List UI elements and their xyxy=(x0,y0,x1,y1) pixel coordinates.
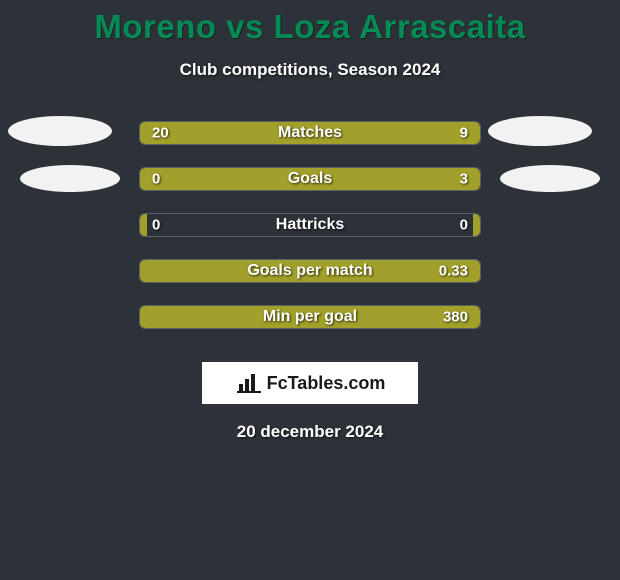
stat-value-right: 380 xyxy=(443,309,468,326)
page-title: Moreno vs Loza Arrascaita xyxy=(0,8,620,46)
stat-bar-left xyxy=(140,306,266,328)
stat-label: Hattricks xyxy=(276,216,344,234)
player-avatar-right xyxy=(488,116,592,146)
stat-bar-track: 0 0 Hattricks xyxy=(139,213,481,237)
page-subtitle: Club competitions, Season 2024 xyxy=(0,60,620,80)
stat-bar-left xyxy=(140,260,239,282)
stat-label: Goals xyxy=(288,170,332,188)
bar-chart-icon xyxy=(235,372,261,394)
stat-value-right: 0 xyxy=(460,217,468,234)
stat-bar-track: 380 Min per goal xyxy=(139,305,481,329)
stat-rows: 20 9 Matches 0 3 Goals 0 0 Hattricks 0.33 Goals pe… xyxy=(0,110,620,340)
stat-row: 0 0 Hattricks xyxy=(0,202,620,248)
stat-row: 380 Min per goal xyxy=(0,294,620,340)
stat-label: Matches xyxy=(278,124,342,142)
stat-value-left: 20 xyxy=(152,125,169,142)
stat-row: 20 9 Matches xyxy=(0,110,620,156)
player-avatar-left xyxy=(20,165,120,192)
stat-value-right: 9 xyxy=(460,125,468,142)
stat-value-right: 3 xyxy=(460,171,468,188)
player-avatar-right xyxy=(500,165,600,192)
stat-bar-left xyxy=(140,214,147,236)
stat-value-left: 0 xyxy=(152,217,160,234)
stat-bar-right xyxy=(473,214,480,236)
stat-row: 0 3 Goals xyxy=(0,156,620,202)
comparison-container: Moreno vs Loza Arrascaita Club competiti… xyxy=(0,0,620,442)
stat-label: Min per goal xyxy=(263,308,357,326)
stat-bar-track: 0.33 Goals per match xyxy=(139,259,481,283)
stat-row: 0.33 Goals per match xyxy=(0,248,620,294)
stat-label: Goals per match xyxy=(247,262,372,280)
player-avatar-left xyxy=(8,116,112,146)
stat-bar-track: 20 9 Matches xyxy=(139,121,481,145)
stat-bar-track: 0 3 Goals xyxy=(139,167,481,191)
stat-value-left: 0 xyxy=(152,171,160,188)
stat-bar-left xyxy=(140,168,201,190)
footer-logo-text: FcTables.com xyxy=(267,373,386,394)
footer-date: 20 december 2024 xyxy=(0,422,620,442)
stat-bar-right xyxy=(201,168,480,190)
footer-logo[interactable]: FcTables.com xyxy=(202,362,418,404)
stat-value-right: 0.33 xyxy=(439,263,468,280)
